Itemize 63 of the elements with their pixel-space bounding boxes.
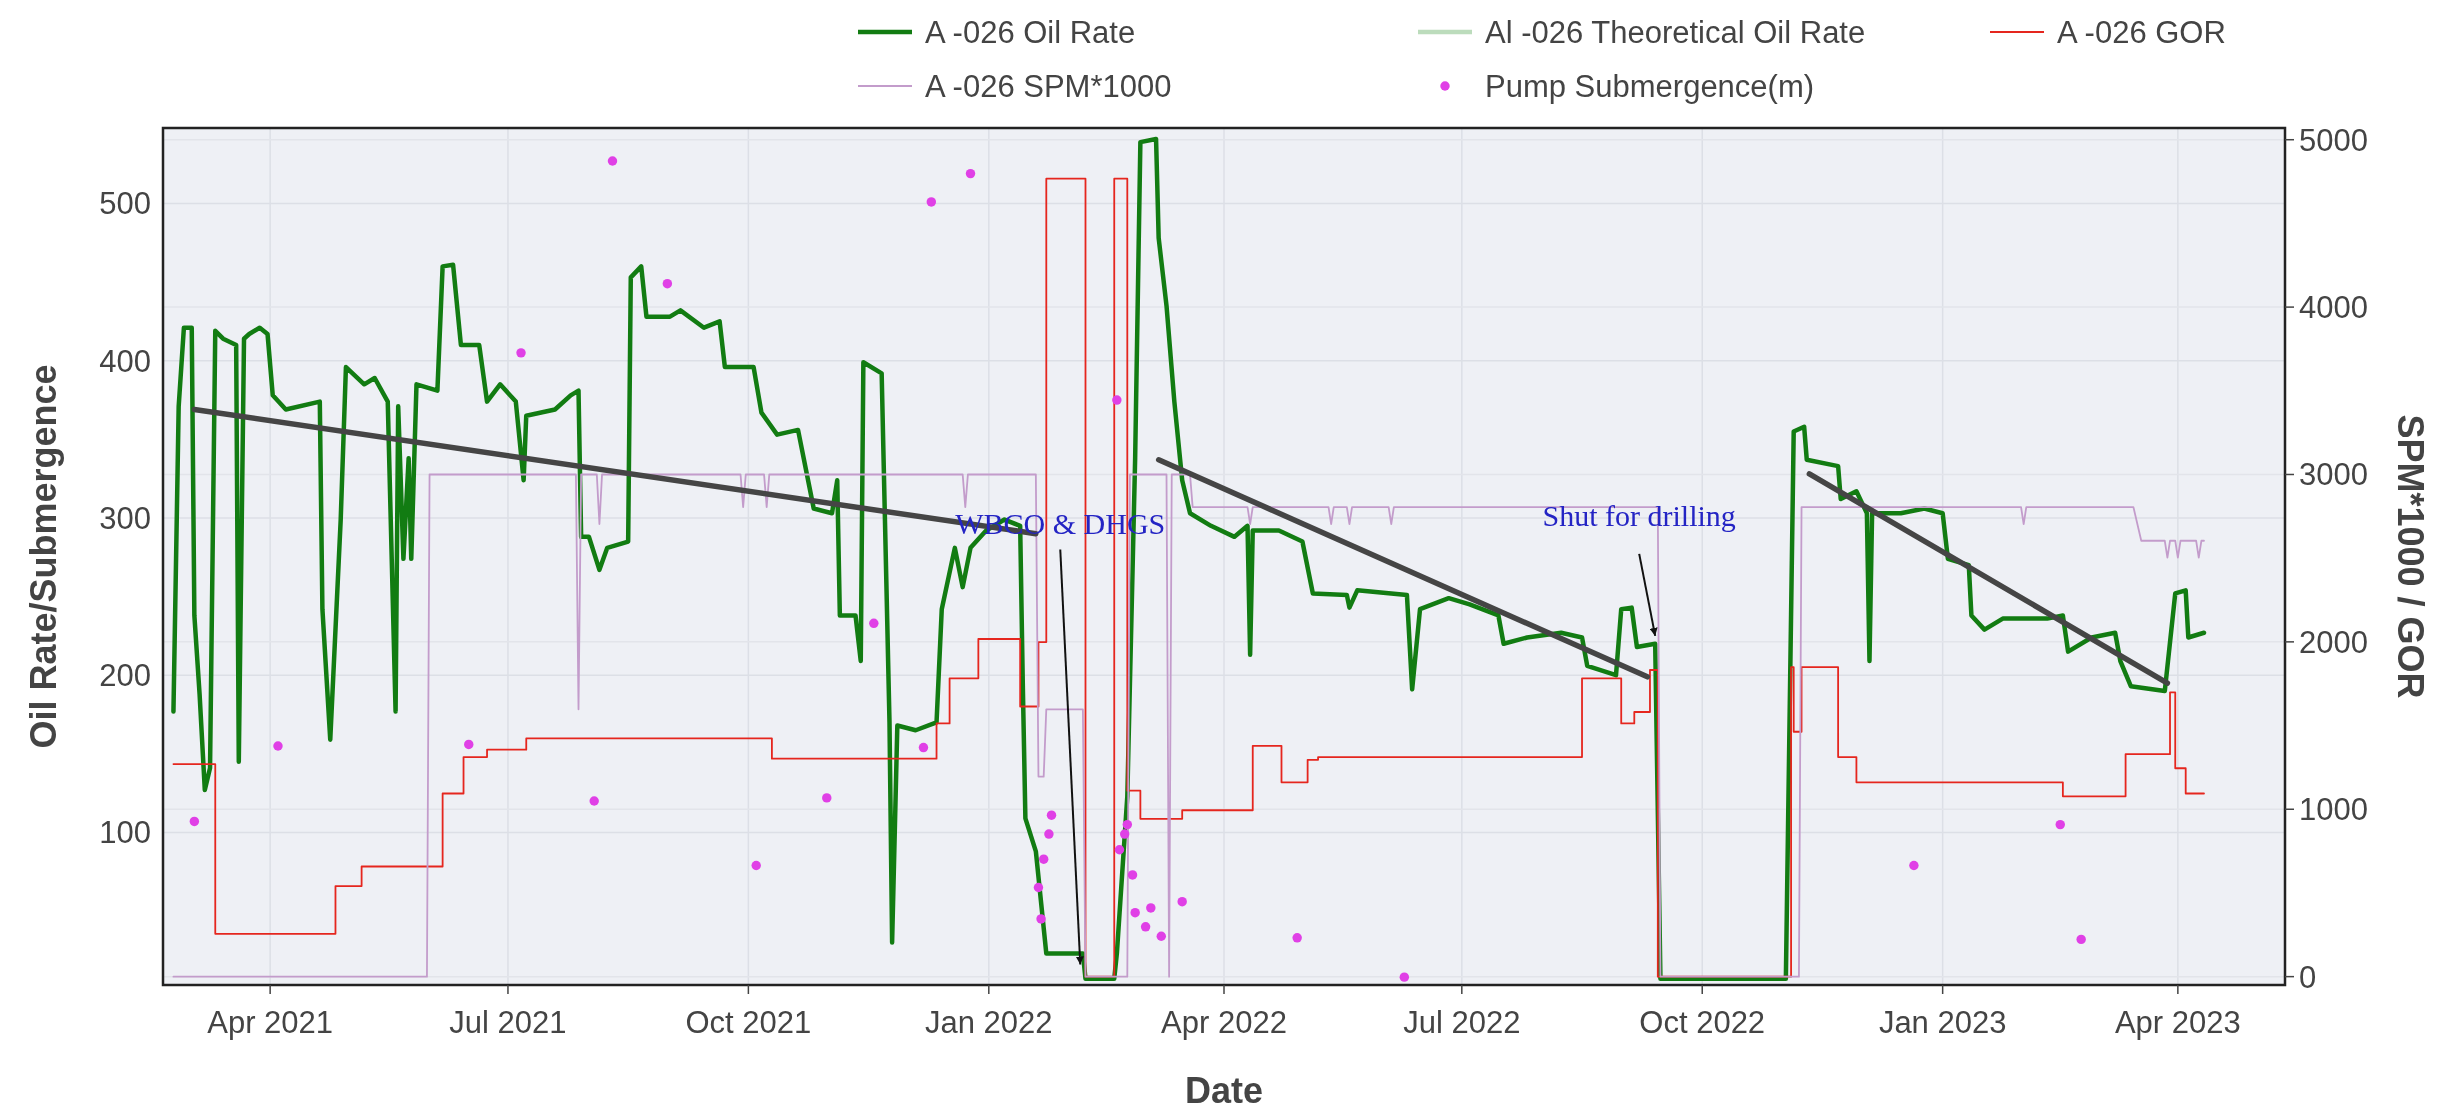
x-tick-label: Jan 2023 [1878,1005,2007,1040]
point [1177,896,1187,907]
y-axis-title: Oil Rate/Submergence [23,364,64,749]
point [2055,819,2065,830]
point [869,618,879,629]
point [607,156,618,166]
x-tick-label: Jan 2022 [925,1005,1053,1040]
legend-label: A -026 SPM*1000 [925,69,1172,104]
x-tick-label: Oct 2021 [685,1005,812,1040]
y2-tick-label: 2000 [2299,624,2368,660]
point [751,860,761,871]
line-series [172,473,2205,978]
y2-tick-label: 0 [2299,959,2317,995]
y2-tick-label: 1000 [2299,792,2368,828]
point [965,168,976,179]
point [516,348,526,358]
x-tick-label: Jul 2021 [449,1005,567,1040]
point [822,793,832,803]
legend-label: Al -026 Theoretical Oil Rate [1485,15,1866,50]
y-tick-label: 200 [99,658,151,694]
point [662,278,673,289]
x-tick-label: Oct 2022 [1639,1005,1766,1040]
point [589,796,599,806]
y2-axis-title: SPM*1000 / GOR [2390,414,2431,699]
y2-tick-label: 5000 [2299,122,2368,158]
x-tick-label: Apr 2022 [1161,1005,1287,1040]
point [1046,810,1057,820]
point [1140,922,1151,932]
legend-label: Pump Submergence(m) [1485,69,1815,104]
point [189,816,200,827]
point [1156,931,1166,941]
point [1146,903,1156,913]
x-axis-title: Date [1184,1070,1264,1111]
point [1114,845,1125,855]
point [1044,829,1054,839]
y-tick-label: 400 [99,343,151,379]
x-tick-label: Apr 2023 [2114,1005,2241,1040]
point [1033,882,1044,893]
legend-label: A -026 GOR [2057,15,2226,50]
point [1119,829,1130,839]
point [1399,972,1410,982]
x-tick-label: Jul 2022 [1403,1005,1521,1040]
y2-tick-label: 4000 [2299,290,2368,326]
point [1909,860,1919,871]
point [1292,933,1302,943]
y-tick-label: 100 [99,815,151,851]
point [926,197,937,207]
x-tick-label: Apr 2021 [207,1005,334,1040]
point [273,741,283,751]
point [1112,395,1122,405]
point [1127,870,1138,880]
point [2076,934,2086,945]
point [1130,907,1140,918]
point [1122,819,1133,830]
legend-label: A -026 Oil Rate [925,15,1136,50]
y-tick-label: 500 [99,186,151,222]
point [918,742,929,753]
y2-tick-label: 3000 [2299,457,2368,493]
point [1038,854,1049,864]
annotation: Shut for drilling [1542,498,1736,532]
y-tick-label: 300 [99,500,151,536]
point [464,739,474,750]
point [1036,914,1046,924]
